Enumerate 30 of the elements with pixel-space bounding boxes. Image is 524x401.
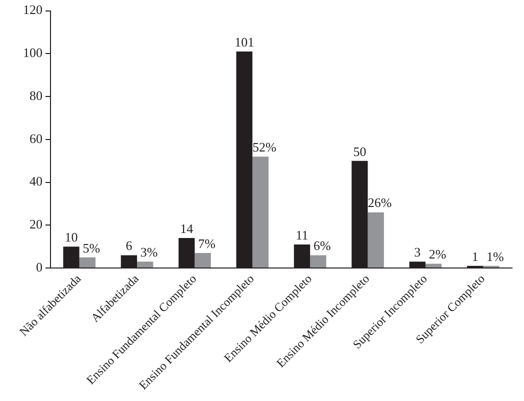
bar (368, 212, 384, 268)
data-label: 50 (353, 144, 366, 159)
data-label: 6 (126, 238, 133, 254)
bar (194, 253, 211, 268)
bar (425, 264, 442, 268)
data-label: 3 (414, 244, 421, 260)
y-tick-label: 60 (30, 130, 42, 146)
y-tick-label: 20 (30, 216, 42, 232)
bar (137, 262, 154, 268)
data-label: 5% (82, 240, 100, 256)
bar (252, 156, 269, 268)
bar (79, 257, 96, 268)
y-tick-label: 80 (30, 88, 42, 103)
data-label: 2% (428, 246, 446, 262)
y-tick-label: 120 (23, 2, 42, 18)
data-label: 101 (234, 34, 254, 50)
data-label: 11 (296, 227, 308, 242)
data-label: 14 (180, 220, 194, 236)
y-tick-label: 0 (36, 259, 42, 274)
data-label: 10 (64, 230, 78, 245)
data-label: 7% (198, 236, 216, 251)
data-label: 3% (140, 244, 158, 260)
y-tick-label: 100 (23, 45, 42, 60)
data-label: 52% (252, 140, 277, 154)
data-label: 26% (368, 195, 392, 210)
bar (310, 255, 326, 268)
data-label: 1 (472, 248, 478, 264)
data-label: 6% (314, 238, 331, 254)
data-label: 1% (486, 248, 504, 264)
y-tick-label: 40 (30, 174, 42, 189)
